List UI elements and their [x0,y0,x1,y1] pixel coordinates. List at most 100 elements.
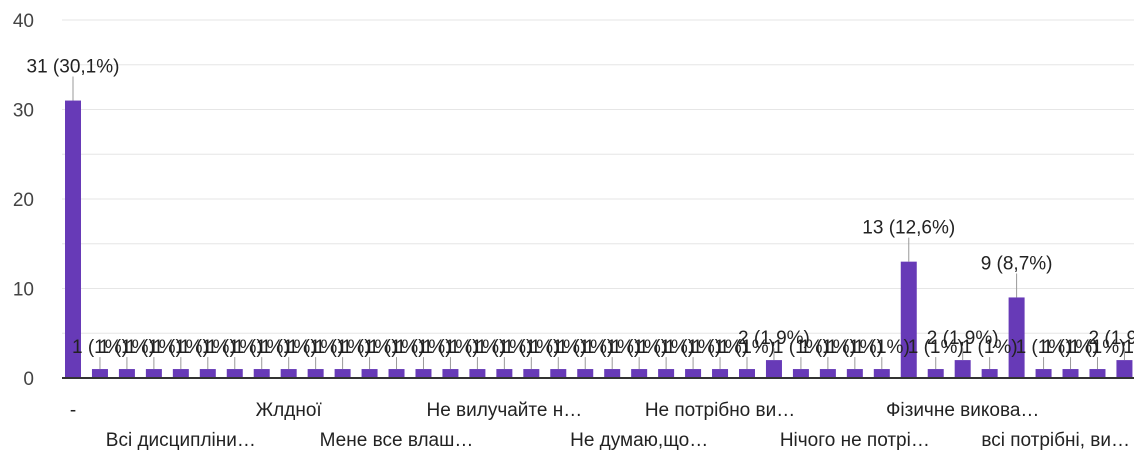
data-label: 1 (1%) [1069,337,1125,358]
data-label: 1 (1%) [395,337,451,358]
bar [307,369,324,378]
y-tick-label: 20 [13,190,34,211]
bar [415,369,432,378]
data-label: 1 (1%) [1043,337,1099,358]
bar [523,369,540,378]
bar [1089,369,1106,378]
bar [280,369,297,378]
bar [1008,297,1025,378]
bar [496,369,513,378]
data-label: 1 (1%) [719,337,775,358]
x-axis-labels: - Всі дисципліни…Жлдної Мене все влаш… Не в… [70,400,1130,451]
bar [118,369,135,378]
bar [199,369,216,378]
bar [388,369,405,378]
data-label: 1 (1%) [638,337,694,358]
data-label: 1 (1%) [665,337,721,358]
data-label: 11 (10,7%) [1133,236,1134,257]
data-label: 1 (1%) [342,337,398,358]
x-tick-label: Всі дисципліни… [106,430,256,451]
bar [604,369,621,378]
bar [361,369,378,378]
data-label: 1 (1%) [261,337,317,358]
data-label: 1 (1%) [773,337,829,358]
data-label: 13 (12,6%) [862,218,955,239]
data-label: 1 (1%) [288,337,344,358]
x-tick-label: - [70,400,76,421]
data-label: 31 (30,1%) [27,57,120,78]
data-label: 1 (1%) [611,337,667,358]
x-tick-label: Фізичне викова… [886,400,1039,421]
data-label: 1 (1%) [908,337,964,358]
bar [1062,369,1079,378]
data-label: 1 (1%) [584,337,640,358]
data-label: 1 (1%) [369,337,425,358]
bars [65,100,1133,379]
bar [172,369,189,378]
x-tick-label: Не потрібно ви… [645,400,795,421]
bar [226,369,243,378]
y-tick-label: 30 [13,101,34,122]
y-tick-label: 40 [13,11,34,32]
bar [765,360,782,378]
bar [927,369,944,378]
data-label: 1 (1%) [962,337,1018,358]
bar [685,369,702,378]
data-label: 1 (1%) [99,337,155,358]
data-label: 1 (1%) [180,337,236,358]
data-label: 2 (1,9%) [1089,328,1134,349]
data-labels: 31 (30,1%)1 (1%)1 (1%)1 (1%)1 (1%)1 (1%)… [27,57,1134,370]
bar [658,369,675,378]
bar [1035,369,1052,378]
bar [253,369,270,378]
data-label: 9 (8,7%) [981,253,1053,274]
bar [334,369,351,378]
y-axis-ticks: 0 10 20 30 40 [13,11,34,390]
data-label: 1 (1%) [854,337,910,358]
bar [577,369,594,378]
data-label: 1 (1%) [530,337,586,358]
data-label: 1 (1%) [800,337,856,358]
bar [792,369,809,378]
x-tick-label: всі потрібні, ви… [981,430,1130,451]
bar [712,369,729,378]
data-label: 1 (1%) [234,337,290,358]
data-label: 1 (1%) [315,337,371,358]
data-label: 1 (1%) [126,337,182,358]
bar [442,369,459,378]
x-tick-label: Не думаю,що… [570,430,708,451]
data-label: 1 (1%) [72,337,128,358]
x-tick-label: Нічого не потрі… [780,430,930,451]
data-label: 1 (1%) [827,337,883,358]
bar [981,369,998,378]
data-label: 2 (1,9%) [927,328,999,349]
bar [739,369,755,378]
bar [145,369,162,378]
data-label: 2 (1,9%) [738,328,810,349]
bar [954,360,971,378]
bar [631,369,648,378]
bar [900,261,917,378]
bar [65,100,81,379]
data-label: 1 (1%) [1016,337,1072,358]
x-tick-label: Мене все влаш… [320,430,474,451]
gridlines [62,19,1134,334]
data-label: 1 (1%) [692,337,748,358]
bar [846,369,863,378]
data-label: 1 (1%) [422,337,478,358]
bar [91,369,108,378]
x-tick-label: Жлдної [256,400,323,421]
data-label: 1 (1%) [1123,337,1134,358]
bar [469,369,486,378]
y-tick-label: 10 [13,280,34,301]
x-tick-label: Не вилучайте н… [426,400,582,421]
data-label: 1 (1%) [207,337,263,358]
bar [819,369,836,378]
data-label: 1 (1%) [557,337,613,358]
bar [550,369,567,378]
data-label: 1 (1%) [449,337,505,358]
data-label: 1 (1%) [503,337,559,358]
data-label: 1 (1%) [476,337,532,358]
bar [1116,360,1133,378]
